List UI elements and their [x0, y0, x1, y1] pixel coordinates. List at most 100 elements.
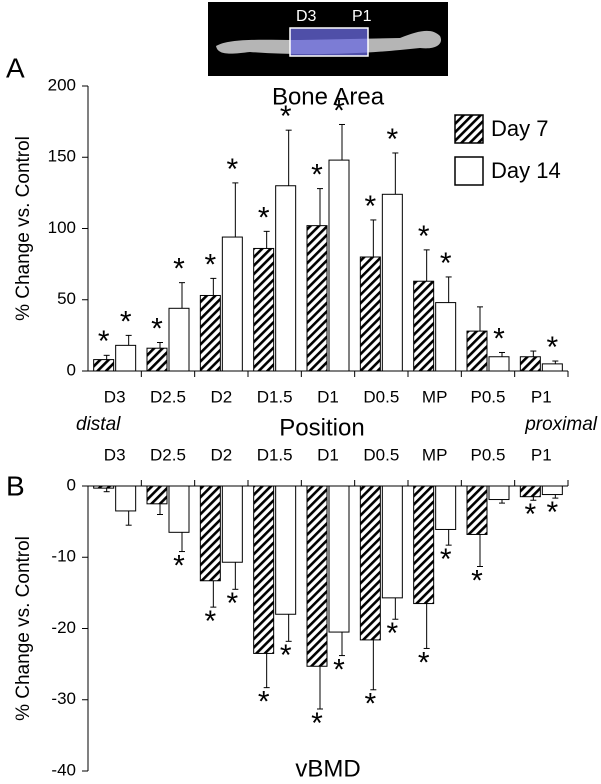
significance-marker: *	[120, 305, 132, 338]
x-tick-label: D1.5	[257, 445, 293, 464]
bar	[466, 330, 488, 372]
significance-marker: *	[364, 688, 376, 721]
significance-marker: *	[493, 322, 505, 355]
x-tick-label: D0.5	[363, 387, 399, 406]
significance-marker: *	[418, 646, 430, 679]
significance-marker: *	[280, 100, 292, 133]
y-axis-title: % Change vs. Control	[13, 136, 34, 321]
y-tick-label: -20	[51, 618, 76, 637]
significance-marker: *	[440, 543, 452, 576]
bar	[541, 363, 563, 372]
significance-marker: *	[333, 653, 345, 686]
image-label: P1	[352, 8, 372, 25]
y-tick-label: 0	[67, 360, 76, 379]
y-tick-label: 150	[48, 147, 76, 166]
significance-marker: *	[386, 123, 398, 156]
y-tick-label: 100	[48, 218, 76, 237]
significance-marker: *	[418, 220, 430, 253]
significance-marker: *	[173, 549, 185, 582]
significance-marker: *	[311, 159, 323, 192]
bar	[275, 485, 297, 615]
bar	[359, 256, 381, 372]
x-tick-label: P0.5	[471, 445, 506, 464]
chart-title: vBMD	[295, 755, 360, 782]
significance-marker: *	[258, 201, 270, 234]
y-tick-label: 0	[67, 475, 76, 494]
y-tick-label: -30	[51, 689, 76, 708]
legend-label: Day 7	[491, 116, 548, 141]
x-tick-label: P0.5	[471, 387, 506, 406]
bar	[519, 356, 541, 372]
bar	[435, 485, 457, 530]
significance-marker: *	[98, 325, 110, 358]
bar	[466, 485, 488, 535]
bone-image: D3 P1	[208, 2, 448, 76]
y-axis-title: % Change vs. Control	[13, 536, 34, 721]
significance-marker: *	[546, 496, 558, 529]
panel-label: B	[6, 470, 25, 501]
bar	[146, 485, 168, 505]
significance-marker: *	[204, 248, 216, 281]
bar	[253, 247, 275, 372]
bar	[541, 485, 563, 496]
significance-marker: *	[333, 94, 345, 127]
bar	[359, 485, 381, 641]
bar	[168, 307, 190, 372]
significance-marker: *	[258, 686, 270, 719]
bar	[381, 485, 403, 599]
bar	[519, 485, 541, 498]
bar	[146, 347, 168, 372]
y-tick-label: -40	[51, 760, 76, 779]
significance-marker: *	[386, 617, 398, 650]
significance-marker: *	[280, 639, 292, 672]
x-note: distal	[76, 414, 121, 435]
x-axis-title: Position	[279, 414, 364, 441]
chart-title: Bone Area	[272, 83, 385, 110]
bar	[253, 485, 275, 654]
bar	[413, 280, 435, 372]
bar	[221, 236, 243, 372]
bar	[435, 302, 457, 372]
significance-marker: *	[226, 153, 238, 186]
x-tick-label: D3	[104, 445, 126, 464]
y-tick-label: 200	[48, 75, 76, 94]
x-tick-label: D2	[210, 387, 232, 406]
y-tick-label: 50	[57, 289, 76, 308]
x-tick-label: P1	[531, 387, 552, 406]
bar	[306, 485, 328, 667]
panel-label: A	[6, 52, 25, 83]
significance-marker: *	[440, 247, 452, 280]
bar	[93, 485, 115, 489]
bar	[328, 485, 350, 633]
legend-swatch	[454, 114, 484, 144]
significance-marker: *	[311, 707, 323, 740]
y-tick-label: -10	[51, 547, 76, 566]
x-tick-label: D2.5	[150, 387, 186, 406]
bar	[221, 485, 243, 563]
x-tick-label: P1	[531, 445, 552, 464]
bar	[413, 485, 435, 605]
legend-swatch	[454, 156, 484, 186]
bar	[306, 225, 328, 372]
x-tick-label: D1.5	[257, 387, 293, 406]
significance-marker: *	[546, 331, 558, 364]
image-label: D3	[296, 8, 317, 25]
x-tick-label: D2.5	[150, 445, 186, 464]
x-tick-label: D1	[317, 445, 339, 464]
bar	[381, 193, 403, 372]
bar	[115, 485, 137, 512]
legend-label: Day 14	[491, 158, 561, 183]
x-tick-label: D0.5	[363, 445, 399, 464]
bar	[93, 359, 115, 372]
x-note: proximal	[524, 414, 598, 435]
bar	[168, 485, 190, 533]
bar	[328, 159, 350, 372]
significance-marker: *	[151, 312, 163, 345]
bar	[488, 356, 510, 372]
significance-marker: *	[173, 253, 185, 286]
bar	[275, 185, 297, 372]
x-tick-label: D1	[317, 387, 339, 406]
significance-marker: *	[524, 498, 536, 531]
x-tick-label: D3	[104, 387, 126, 406]
